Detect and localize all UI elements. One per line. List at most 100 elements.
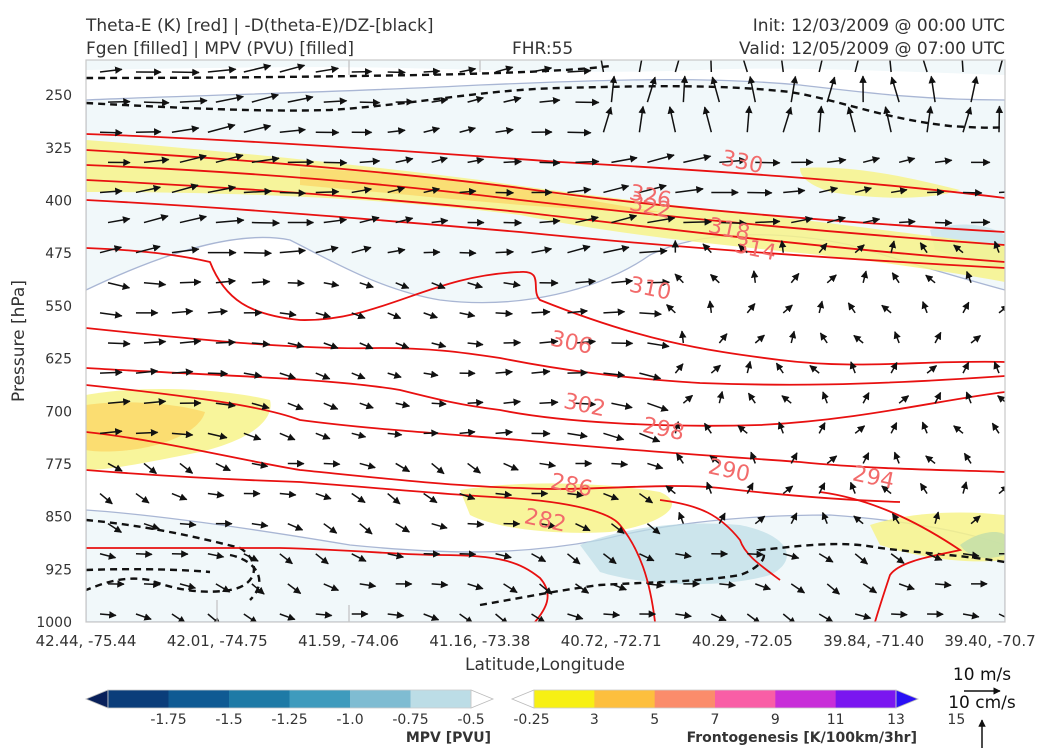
wind-vector — [603, 370, 626, 379]
wind-vector — [215, 583, 231, 593]
wind-vector — [755, 583, 772, 591]
wind-vector — [783, 187, 806, 195]
wind-vector — [359, 581, 377, 589]
wind-vector — [315, 492, 332, 501]
wind-vector — [459, 310, 476, 319]
colorbar-tick-label: -1.75 — [150, 712, 186, 728]
wind-vector — [1007, 332, 1013, 343]
wind-vector — [287, 583, 302, 595]
wind-vector — [611, 277, 634, 286]
wind-vector — [754, 334, 765, 344]
wind-vector — [423, 186, 441, 195]
wind-vector — [143, 98, 170, 107]
wind-ref-vertical-label: 10 cm/s — [948, 693, 1016, 713]
wind-vector — [99, 552, 117, 560]
wind-vector — [610, 523, 625, 535]
wind-vector — [243, 123, 272, 133]
x-tick-label: 42.44, -75.44 — [36, 632, 137, 650]
wind-vector — [891, 610, 908, 619]
wind-vector — [675, 186, 704, 194]
wind-vector — [891, 272, 900, 284]
wind-vector — [742, 60, 748, 73]
wind-vector — [928, 75, 936, 103]
wind-vector — [323, 402, 339, 410]
wind-vector — [107, 462, 123, 472]
wind-vector — [207, 184, 237, 194]
wind-vector — [998, 191, 1005, 194]
wind-vector — [423, 613, 440, 621]
wind-vector — [647, 402, 669, 412]
wind-vector — [1004, 451, 1005, 460]
wind-vector — [467, 281, 484, 289]
wind-vector — [287, 402, 304, 411]
wind-vector — [251, 583, 265, 595]
wind-vector — [387, 312, 402, 320]
wind-vector — [315, 372, 331, 380]
title-left-1: Theta-E (K) [red] | -D(theta-E)/DZ-[blac… — [85, 16, 434, 36]
wind-vector — [611, 213, 638, 224]
wind-vector — [747, 550, 765, 559]
wind-vector — [647, 278, 670, 287]
wind-vector — [638, 60, 643, 73]
wind-vector — [207, 432, 228, 440]
colorbar-extend-right — [470, 689, 495, 709]
wind-vector — [107, 339, 131, 348]
wind-vector — [603, 184, 630, 194]
wind-vector — [1007, 219, 1028, 222]
wind-vector — [639, 183, 667, 194]
wind-vector — [215, 462, 231, 472]
wind-vector — [243, 432, 262, 441]
wind-vector — [935, 580, 952, 589]
wind-vector — [135, 550, 153, 558]
wind-vector — [719, 581, 736, 589]
wind-vector — [718, 333, 728, 344]
wind-vector — [323, 342, 339, 350]
wind-vector — [315, 245, 339, 254]
wind-vector — [539, 97, 561, 105]
wind-vector — [539, 583, 553, 595]
wind-vector — [359, 342, 374, 350]
mpv-colorbar-label: MPV [PVU] — [406, 730, 491, 746]
wind-vector — [819, 332, 828, 344]
wind-vector — [99, 187, 123, 196]
wind-vector — [863, 216, 881, 225]
wind-vector — [893, 331, 901, 344]
wind-vector — [99, 128, 123, 137]
wind-vector — [819, 186, 839, 194]
wind-vector — [207, 551, 225, 560]
wind-vector — [674, 60, 680, 73]
colorbar-tick-label: 13 — [887, 712, 905, 728]
wind-vector — [926, 553, 943, 561]
wind-vector — [603, 432, 625, 442]
wind-vector — [215, 338, 237, 347]
wind-vector — [243, 371, 263, 379]
wind-vector — [854, 60, 859, 73]
colorbar-tick-label: 7 — [711, 712, 720, 728]
colorbar-swatch — [654, 690, 716, 708]
wind-vector — [431, 462, 445, 475]
wind-vector — [531, 553, 547, 563]
wind-vector — [603, 610, 621, 619]
colorbar-tick-label: 9 — [771, 712, 780, 728]
wind-vector — [737, 425, 748, 434]
wind-vector — [395, 342, 410, 350]
wind-vector — [251, 461, 269, 469]
wind-vector — [710, 364, 721, 374]
wind-vector — [888, 240, 897, 253]
wind-vector — [854, 425, 866, 434]
wind-vector — [387, 371, 402, 379]
wind-vector — [207, 123, 236, 133]
wind-vector — [539, 158, 561, 167]
wind-vector — [143, 580, 161, 589]
y-tick-label: 475 — [45, 246, 72, 262]
wind-vector — [143, 280, 167, 288]
wind-vector — [99, 245, 123, 254]
wind-vector — [323, 158, 348, 167]
wind-vector — [539, 461, 557, 469]
wind-vector — [898, 156, 916, 164]
wind-vector — [351, 492, 366, 504]
wind-vector — [962, 551, 980, 559]
wind-vector — [503, 158, 523, 166]
wind-vector — [963, 189, 983, 197]
wind-vector — [826, 274, 837, 284]
